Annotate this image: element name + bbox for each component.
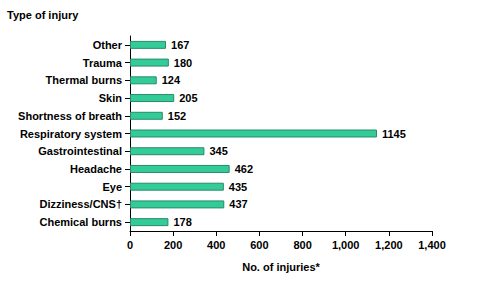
svg-text:462: 462 [235,163,253,175]
svg-text:178: 178 [173,216,191,228]
svg-text:Shortness of breath: Shortness of breath [18,110,122,122]
svg-text:0: 0 [127,239,133,251]
svg-text:152: 152 [168,110,186,122]
svg-text:200: 200 [164,239,182,251]
svg-text:124: 124 [162,74,181,86]
svg-text:No. of injuries*: No. of injuries* [242,261,320,273]
svg-text:400: 400 [207,239,225,251]
svg-text:Other: Other [93,39,123,51]
svg-text:Skin: Skin [99,92,123,104]
svg-text:Type of injury: Type of injury [7,9,79,21]
svg-text:205: 205 [179,92,197,104]
svg-text:Chemical burns: Chemical burns [39,216,122,228]
svg-text:1,000: 1,000 [332,239,360,251]
svg-text:180: 180 [174,57,192,69]
svg-text:437: 437 [229,198,247,210]
svg-text:Dizziness/CNS†: Dizziness/CNS† [39,198,122,210]
svg-text:435: 435 [229,181,247,193]
svg-text:Headache: Headache [70,163,122,175]
svg-text:600: 600 [250,239,268,251]
svg-text:345: 345 [209,145,227,157]
svg-text:Eye: Eye [102,181,122,193]
svg-text:167: 167 [171,39,189,51]
svg-text:1145: 1145 [382,128,406,140]
svg-text:Respiratory system: Respiratory system [20,128,122,140]
svg-text:1,200: 1,200 [375,239,403,251]
svg-text:Thermal burns: Thermal burns [46,74,122,86]
svg-text:Gastrointestinal: Gastrointestinal [38,145,122,157]
svg-text:800: 800 [293,239,311,251]
svg-text:Trauma: Trauma [83,57,123,69]
svg-text:1,400: 1,400 [418,239,446,251]
